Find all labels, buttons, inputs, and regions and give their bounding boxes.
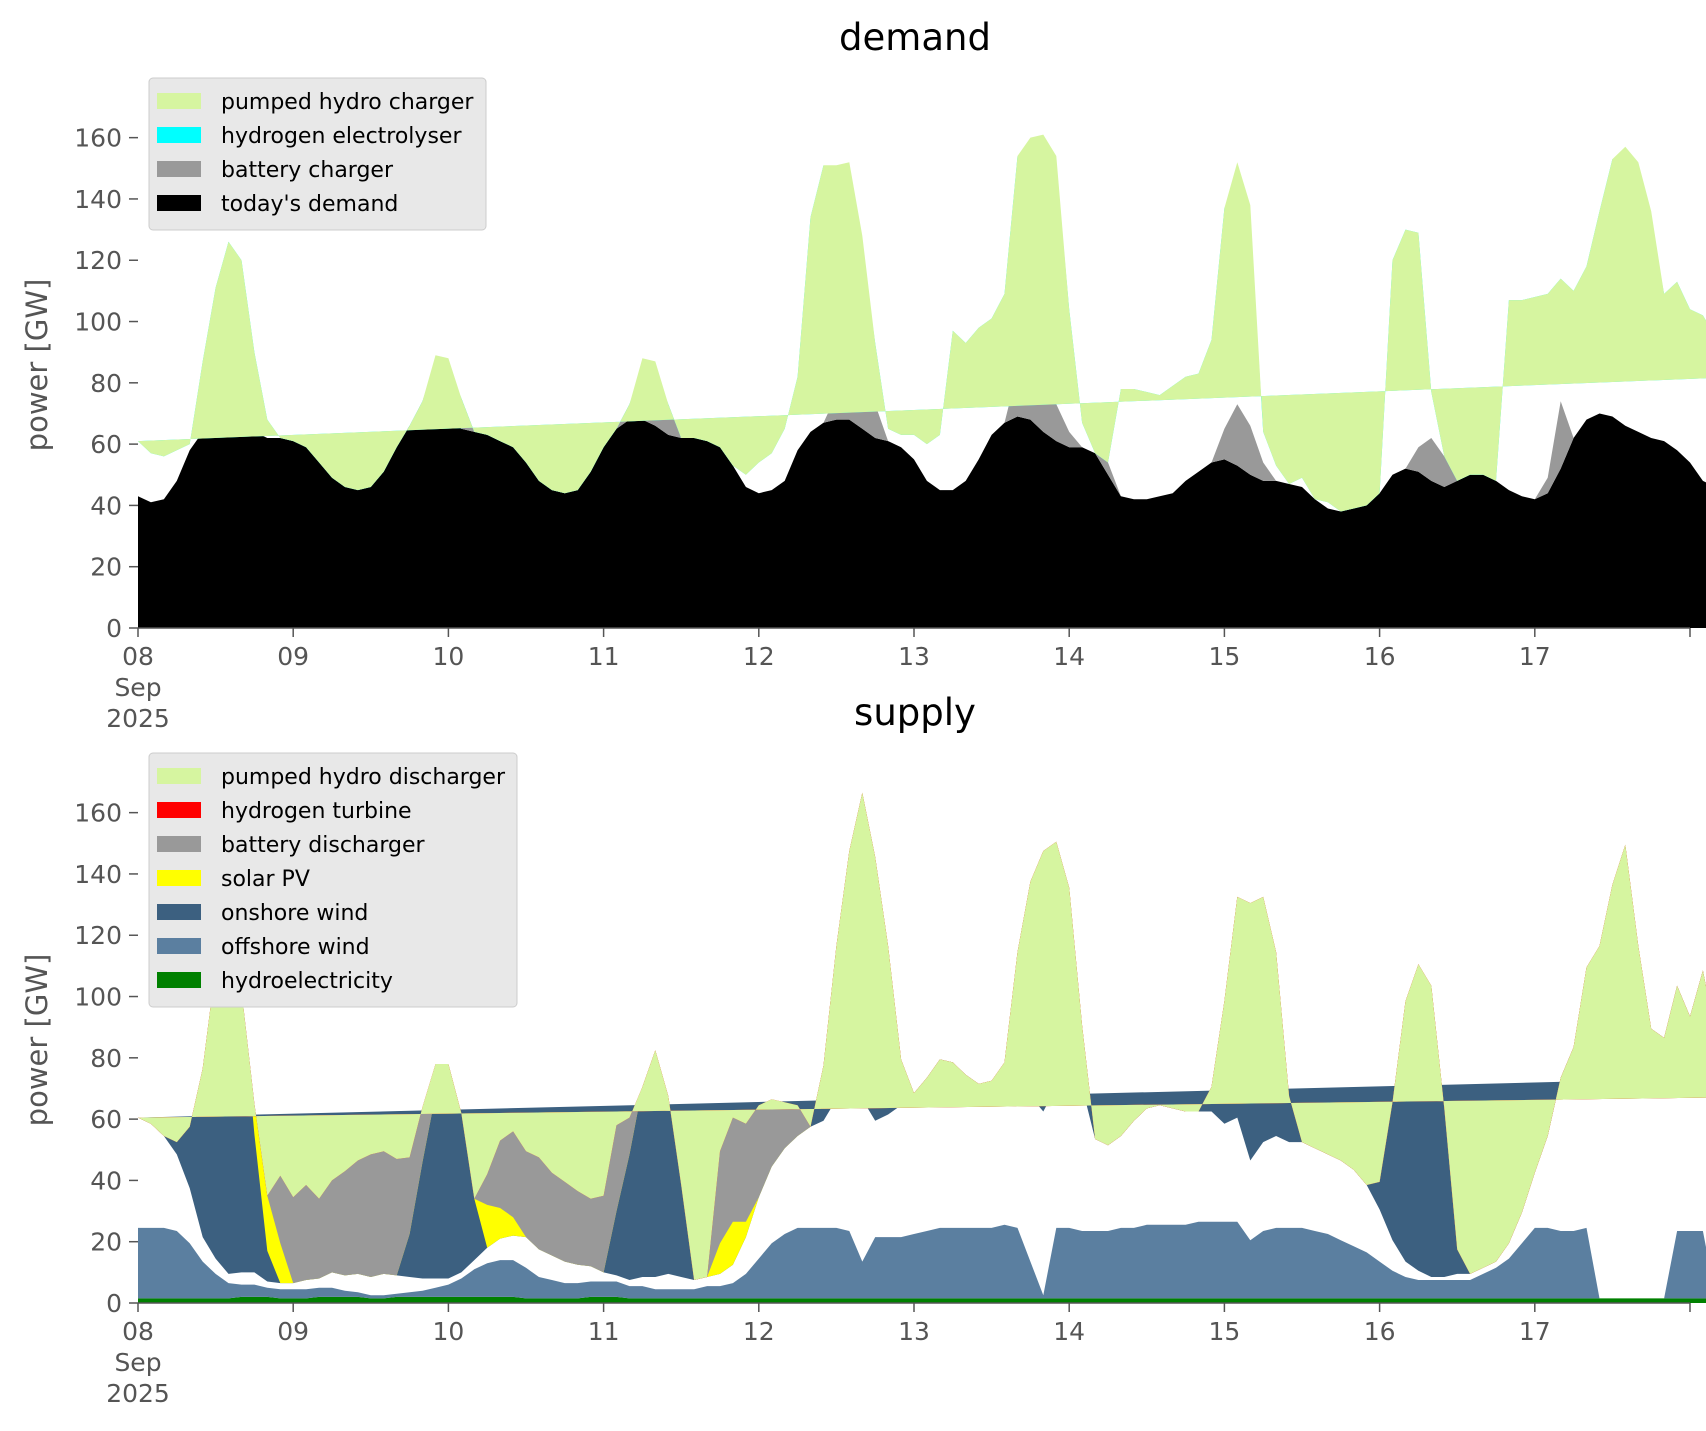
demand-title: demand <box>839 16 991 59</box>
legend-swatch <box>157 768 201 784</box>
x-tick-label: 17 <box>1519 1317 1551 1346</box>
y-tick-label: 80 <box>90 369 122 398</box>
x-tick-label: 17 <box>1519 642 1551 671</box>
y-tick-label: 60 <box>90 430 122 459</box>
legend-swatch <box>157 93 201 109</box>
x-tick-label: 11 <box>588 642 620 671</box>
x-tick-label: 12 <box>743 642 775 671</box>
legend-label: pumped hydro charger <box>221 90 474 115</box>
supply-ylabel: power [GW] <box>20 954 54 1127</box>
x-tick-label: 16 <box>1364 1317 1396 1346</box>
demand-plot-area: 0 20 40 60 80 100 120 140 160 08 Sep 2025 09 10 11 12 13… <box>74 77 1706 733</box>
supply-title: supply <box>854 691 976 734</box>
y-tick-label: 0 <box>106 614 122 643</box>
y-tick-label: 20 <box>90 553 122 582</box>
y-tick-label: 100 <box>74 308 122 337</box>
x-tick-label: 13 <box>898 642 930 671</box>
y-tick-label: 160 <box>74 799 122 828</box>
series-area-battery-discharger <box>138 792 1706 1284</box>
demand-panel: demand power [GW] 0204060801001201401600… <box>20 16 1706 733</box>
y-tick-label: 80 <box>90 1044 122 1073</box>
y-tick-label: 0 <box>106 1289 122 1318</box>
series-area-hydroelectricity <box>138 1296 1706 1303</box>
legend-label: hydroelectricity <box>221 969 393 994</box>
legend-label: today's demand <box>221 192 398 217</box>
supply-panel: supply power [GW] 0204060801001201401600… <box>20 691 1706 1408</box>
legend-swatch <box>157 127 201 143</box>
x-tick-label: 08 Sep 2025 <box>106 1317 170 1408</box>
y-tick-label: 40 <box>90 491 122 520</box>
legend-swatch <box>157 195 201 211</box>
series-area-today-s-demand <box>138 413 1706 628</box>
legend-swatch <box>157 836 201 852</box>
y-tick-label: 140 <box>74 185 122 214</box>
x-tick-label: 15 <box>1208 1317 1240 1346</box>
legend-label: onshore wind <box>221 901 368 926</box>
legend-label: hydrogen electrolyser <box>221 124 462 149</box>
x-tick-label: 10 <box>432 642 464 671</box>
legend-label: hydrogen turbine <box>221 799 412 824</box>
x-tick-label: 15 <box>1208 642 1240 671</box>
y-tick-label: 40 <box>90 1166 122 1195</box>
y-tick-label: 140 <box>74 860 122 889</box>
y-tick-label: 60 <box>90 1105 122 1134</box>
y-tick-label: 20 <box>90 1228 122 1257</box>
supply-plot-area: 0 20 40 60 80 100 120 140 160 08 Sep 2025 09 10 11 12 13… <box>74 752 1706 1408</box>
legend-label: battery discharger <box>221 833 426 858</box>
legend-label: battery charger <box>221 158 394 183</box>
legend-swatch <box>157 870 201 886</box>
legend-swatch <box>157 938 201 954</box>
x-tick-label: 13 <box>898 1317 930 1346</box>
x-tick-label: 14 <box>1053 1317 1085 1346</box>
legend-label: solar PV <box>221 867 310 892</box>
x-tick-label: 09 <box>277 1317 309 1346</box>
demand-ylabel: power [GW] <box>20 279 54 452</box>
legend-label: offshore wind <box>221 935 370 960</box>
legend: pumped hydro charger hydrogen electrolyse… <box>148 77 487 231</box>
legend-swatch <box>157 802 201 818</box>
legend-swatch <box>157 161 201 177</box>
x-tick-label: 14 <box>1053 642 1085 671</box>
x-tick-label: 11 <box>588 1317 620 1346</box>
y-tick-label: 160 <box>74 124 122 153</box>
legend-swatch <box>157 972 201 988</box>
legend-label: pumped hydro discharger <box>221 765 506 790</box>
y-tick-label: 120 <box>74 246 122 275</box>
series-area-pumped-hydro-charger <box>138 134 1706 512</box>
x-tick-label: 08 Sep 2025 <box>106 642 170 733</box>
legend-box <box>148 752 518 1008</box>
series-area-offshore-wind <box>138 1221 1706 1299</box>
x-tick-label: 10 <box>432 1317 464 1346</box>
legend-box <box>148 77 487 231</box>
legend: pumped hydro discharger hydrogen turbine b… <box>148 752 518 1008</box>
x-tick-label: 16 <box>1364 642 1396 671</box>
x-tick-label: 12 <box>743 1317 775 1346</box>
y-tick-label: 120 <box>74 921 122 950</box>
y-tick-label: 100 <box>74 983 122 1012</box>
x-tick-label: 09 <box>277 642 309 671</box>
legend-swatch <box>157 904 201 920</box>
